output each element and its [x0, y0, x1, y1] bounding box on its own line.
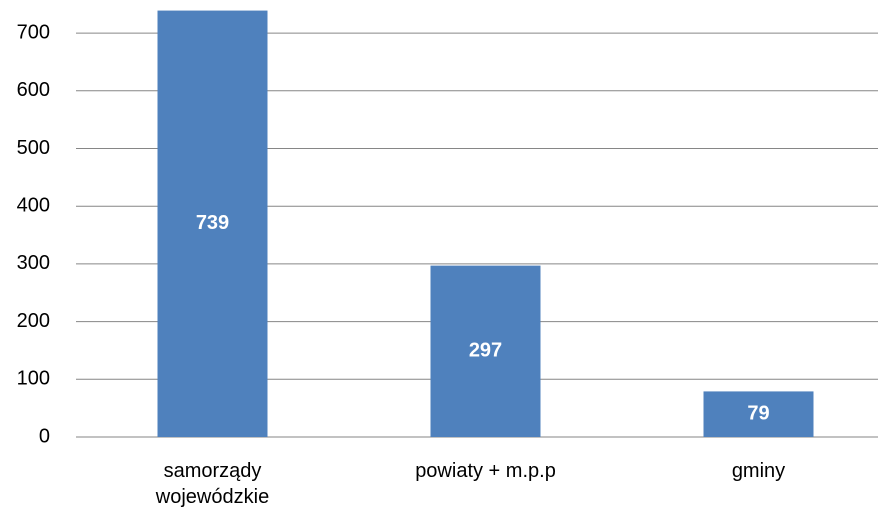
data-label: 79 — [747, 402, 769, 424]
y-tick-label: 700 — [17, 21, 50, 43]
bar — [157, 10, 268, 438]
y-tick-label: 100 — [17, 368, 50, 390]
data-label: 297 — [469, 340, 502, 362]
bar — [430, 265, 541, 437]
y-tick-label: 400 — [17, 194, 50, 216]
x-tick-label: samorządy wojewódzkie — [155, 460, 270, 508]
x-tick-label: powiaty + m.p.p — [415, 460, 556, 482]
data-label: 739 — [196, 212, 229, 234]
x-tick-label: gminy — [731, 460, 786, 482]
y-tick-label: 600 — [17, 79, 50, 101]
y-tick-label: 300 — [17, 252, 50, 274]
y-tick-label: 500 — [17, 137, 50, 159]
y-tick-label: 0 — [39, 425, 50, 447]
y-tick-label: 200 — [17, 310, 50, 332]
bar — [703, 391, 814, 437]
